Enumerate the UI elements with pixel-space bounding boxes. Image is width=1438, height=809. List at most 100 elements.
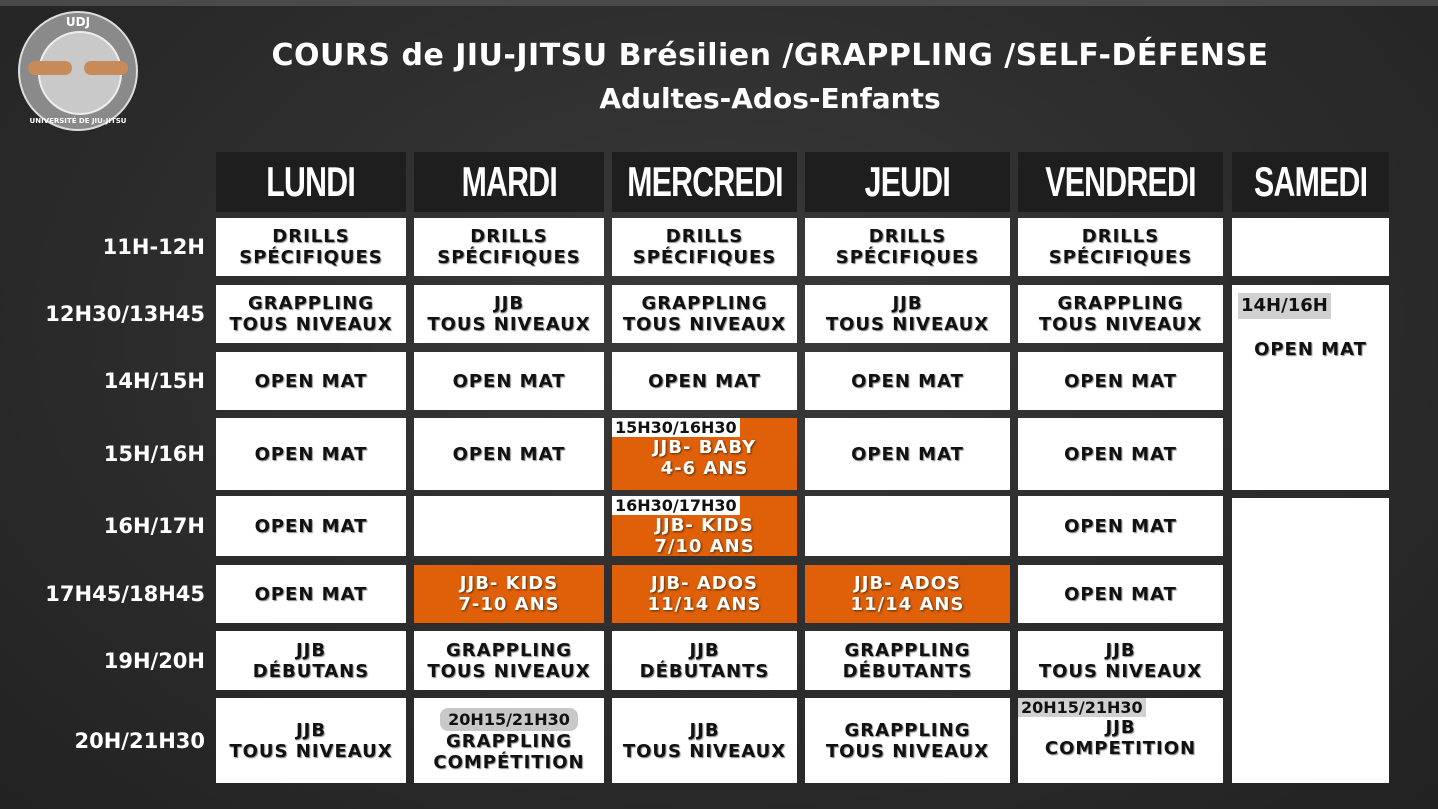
class-cell: 20H15/21H30 GRAPPLING COMPÉTITION <box>414 698 604 783</box>
class-text: DÉBUTANS <box>252 660 370 682</box>
class-cell: OPEN MAT <box>1018 418 1223 490</box>
time-slot-label: 12H30/13H45 <box>45 302 205 326</box>
class-cell: OPEN MAT <box>216 352 406 410</box>
class-text: TOUS NIVEAUX <box>825 314 990 335</box>
class-text: GRAPPLING <box>844 639 971 661</box>
empty-cell <box>414 496 604 556</box>
class-cell: JJB- KIDS 7-10 ANS <box>414 565 604 623</box>
class-text: OPEN MAT <box>1254 339 1367 360</box>
day-label: MERCREDI <box>626 158 783 205</box>
class-text: OPEN MAT <box>254 443 368 465</box>
class-text: OPEN MAT <box>254 370 368 392</box>
class-text: DÉBUTANTS <box>842 660 973 682</box>
day-header-samedi: SAMEDI <box>1232 152 1389 212</box>
class-text: DRILLS <box>1081 226 1160 247</box>
class-text: GRAPPLING <box>248 293 374 314</box>
class-text: DRILLS <box>665 226 744 247</box>
day-header-mardi: MARDI <box>414 152 604 212</box>
logo-top-text: UDJ <box>65 15 91 29</box>
class-text: DRILLS <box>470 226 548 247</box>
time-slot-label: 20H/21H30 <box>74 728 206 753</box>
day-label: MARDI <box>461 158 557 205</box>
page-subtitle: Adultes-Ados-Enfants <box>599 82 941 115</box>
class-text: GRAPPLING <box>1057 293 1184 314</box>
class-text: TOUS NIVEAUX <box>427 660 591 682</box>
class-cell: OPEN MAT <box>216 565 406 623</box>
class-cell: 14H/16H OPEN MAT <box>1232 285 1389 490</box>
class-text: OPEN MAT <box>851 370 964 392</box>
class-cell: JJB TOUS NIVEAUX <box>1018 631 1223 690</box>
day-label: VENDREDI <box>1045 158 1196 205</box>
class-text: 11/14 ANS <box>850 594 965 615</box>
top-bar <box>0 0 1438 6</box>
logo-hand-right <box>84 61 128 75</box>
class-cell: 15H30/16H30 JJB- BABY 4-6 ANS <box>612 418 797 490</box>
class-text: OPEN MAT <box>1064 370 1177 392</box>
class-text: GRAPPLING <box>844 719 971 741</box>
class-cell: JJB TOUS NIVEAUX <box>612 698 797 783</box>
class-text: TOUS NIVEAUX <box>427 314 591 335</box>
class-text: JJB <box>689 719 720 741</box>
class-text: 7/10 ANS <box>654 536 755 557</box>
class-cell: JJB DÉBUTANS <box>216 631 406 690</box>
class-cell: DRILLS SPÉCIFIQUES <box>414 218 604 276</box>
class-text: SPÉCIFIQUES <box>632 247 777 268</box>
class-text: COMPETITION <box>1044 738 1197 759</box>
class-cell: GRAPPLING TOUS NIVEAUX <box>805 698 1010 783</box>
time-badge: 20H15/21H30 <box>440 708 578 731</box>
class-cell: OPEN MAT <box>1018 496 1223 556</box>
class-cell: DRILLS SPÉCIFIQUES <box>1018 218 1223 276</box>
class-text: JJB- KIDS <box>655 515 754 536</box>
empty-cell <box>1232 498 1389 783</box>
class-text: 11/14 ANS <box>647 594 762 615</box>
class-cell: OPEN MAT <box>1018 565 1223 623</box>
class-text: JJB <box>295 639 327 661</box>
class-text: JJB <box>1105 639 1136 661</box>
day-header-mercredi: MERCREDI <box>612 152 797 212</box>
class-cell: JJB- ADOS 11/14 ANS <box>612 565 797 623</box>
time-badge: 15H30/16H30 <box>612 418 740 437</box>
class-cell: OPEN MAT <box>805 418 1010 490</box>
class-text: DÉBUTANTS <box>639 660 770 682</box>
class-cell: GRAPPLING DÉBUTANTS <box>805 631 1010 690</box>
class-text: JJB- ADOS <box>651 573 758 594</box>
class-text: GRAPPLING <box>446 639 572 661</box>
class-text: DRILLS <box>868 226 947 247</box>
class-text: 7-10 ANS <box>458 594 560 615</box>
class-text: OPEN MAT <box>254 583 368 605</box>
class-text: GRAPPLING <box>641 293 768 314</box>
class-cell: GRAPPLING TOUS NIVEAUX <box>612 285 797 343</box>
class-text: DRILLS <box>272 226 350 247</box>
class-text: SPÉCIFIQUES <box>239 247 383 268</box>
class-cell: OPEN MAT <box>216 496 406 556</box>
class-cell: OPEN MAT <box>216 418 406 490</box>
class-cell: JJB TOUS NIVEAUX <box>805 285 1010 343</box>
class-text: SPÉCIFIQUES <box>835 247 980 268</box>
class-text: JJB <box>1105 717 1136 738</box>
class-cell: DRILLS SPÉCIFIQUES <box>216 218 406 276</box>
class-text: TOUS NIVEAUX <box>1038 660 1203 682</box>
class-cell: DRILLS SPÉCIFIQUES <box>612 218 797 276</box>
class-cell: JJB TOUS NIVEAUX <box>216 698 406 783</box>
day-label: LUNDI <box>266 158 357 205</box>
class-text: TOUS NIVEAUX <box>622 314 787 335</box>
class-text: SPÉCIFIQUES <box>1048 247 1193 268</box>
class-text: OPEN MAT <box>1064 515 1177 537</box>
logo-bottom-text: UNIVERSITÉ DE JIU-JITSU <box>29 117 127 125</box>
day-header-vendredi: VENDREDI <box>1018 152 1223 212</box>
class-cell: JJB TOUS NIVEAUX <box>414 285 604 343</box>
day-header-lundi: LUNDI <box>216 152 406 212</box>
class-text: OPEN MAT <box>648 370 761 392</box>
class-cell: GRAPPLING TOUS NIVEAUX <box>216 285 406 343</box>
day-label: JEUDI <box>864 158 951 205</box>
time-slot-label: 14H/15H <box>103 369 205 393</box>
day-label: SAMEDI <box>1253 158 1368 205</box>
class-text: JJB <box>493 293 525 314</box>
time-slot-label: 16H/17H <box>103 514 205 538</box>
class-text: JJB <box>295 719 327 741</box>
time-slot-label: 17H45/18H45 <box>45 582 205 606</box>
time-slot-label: 19H/20H <box>103 648 205 673</box>
class-cell: DRILLS SPÉCIFIQUES <box>805 218 1010 276</box>
class-text: TOUS NIVEAUX <box>825 740 990 762</box>
class-text: TOUS NIVEAUX <box>229 314 393 335</box>
